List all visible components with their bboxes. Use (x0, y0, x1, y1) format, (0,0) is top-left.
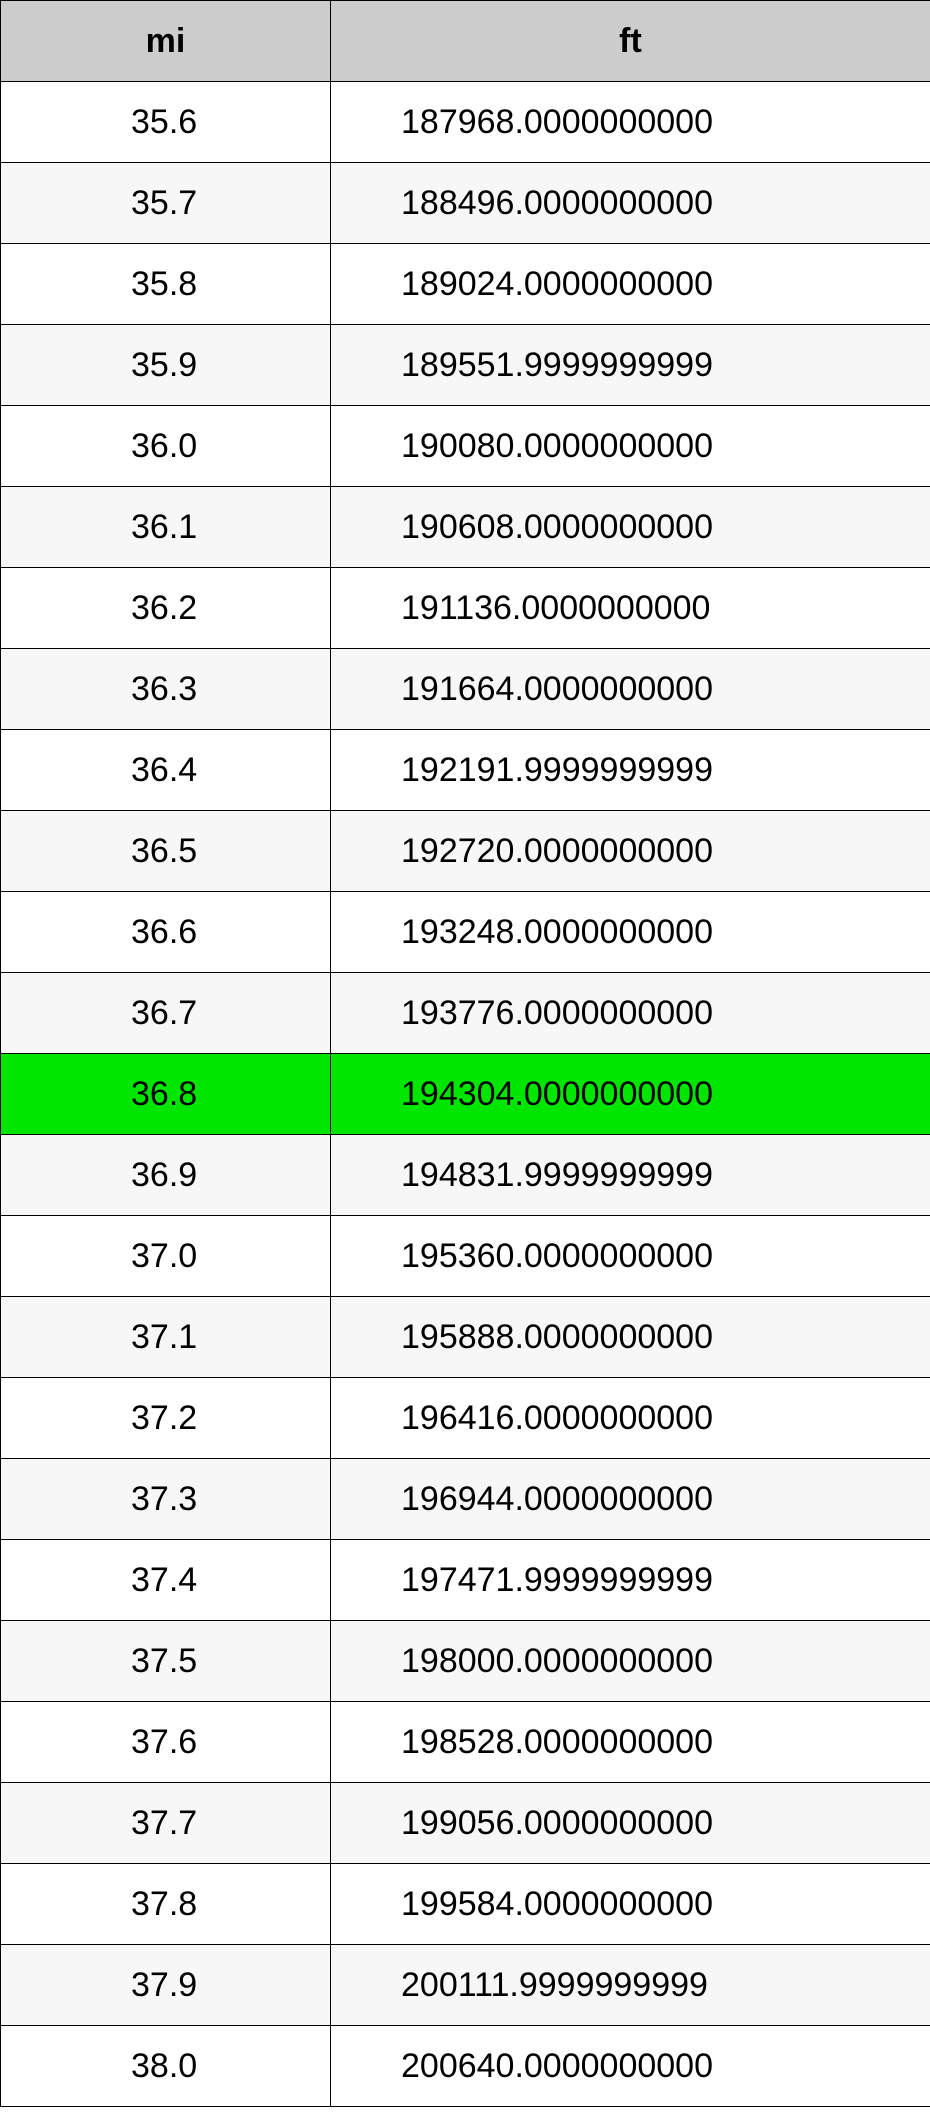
cell-mi: 38.0 (1, 2026, 331, 2107)
table-row: 36.0 190080.0000000000 (1, 406, 930, 487)
cell-mi: 37.8 (1, 1864, 331, 1945)
cell-ft: 192191.9999999999 (331, 730, 930, 811)
cell-ft: 189551.9999999999 (331, 325, 930, 406)
table-row-highlighted: 36.8 194304.0000000000 (1, 1054, 930, 1135)
cell-ft: 200640.0000000000 (331, 2026, 930, 2107)
cell-ft: 190080.0000000000 (331, 406, 930, 487)
cell-ft: 190608.0000000000 (331, 487, 930, 568)
table-row: 37.8 199584.0000000000 (1, 1864, 930, 1945)
cell-mi: 35.9 (1, 325, 331, 406)
cell-mi: 36.4 (1, 730, 331, 811)
cell-mi: 36.2 (1, 568, 331, 649)
cell-ft: 200111.9999999999 (331, 1945, 930, 2026)
cell-ft: 191664.0000000000 (331, 649, 930, 730)
cell-mi: 36.1 (1, 487, 331, 568)
table-row: 37.2 196416.0000000000 (1, 1378, 930, 1459)
cell-ft: 199056.0000000000 (331, 1783, 930, 1864)
table-row: 37.5 198000.0000000000 (1, 1621, 930, 1702)
table-row: 36.7 193776.0000000000 (1, 973, 930, 1054)
cell-ft: 195360.0000000000 (331, 1216, 930, 1297)
cell-mi: 36.6 (1, 892, 331, 973)
cell-ft: 189024.0000000000 (331, 244, 930, 325)
cell-mi: 37.1 (1, 1297, 331, 1378)
column-header-ft: ft (331, 1, 930, 82)
cell-mi: 36.3 (1, 649, 331, 730)
cell-ft: 198000.0000000000 (331, 1621, 930, 1702)
cell-ft: 188496.0000000000 (331, 163, 930, 244)
cell-mi: 36.7 (1, 973, 331, 1054)
cell-ft: 196416.0000000000 (331, 1378, 930, 1459)
cell-mi: 35.7 (1, 163, 331, 244)
table-row: 36.3 191664.0000000000 (1, 649, 930, 730)
cell-ft: 194304.0000000000 (331, 1054, 930, 1135)
cell-ft: 192720.0000000000 (331, 811, 930, 892)
table-row: 38.0 200640.0000000000 (1, 2026, 930, 2107)
cell-mi: 37.9 (1, 1945, 331, 2026)
table-header-row: mi ft (1, 1, 930, 82)
cell-mi: 37.7 (1, 1783, 331, 1864)
table-row: 35.7 188496.0000000000 (1, 163, 930, 244)
table-row: 37.4 197471.9999999999 (1, 1540, 930, 1621)
cell-mi: 35.6 (1, 82, 331, 163)
table-body: 35.6 187968.0000000000 35.7 188496.00000… (1, 82, 930, 2107)
table-row: 36.2 191136.0000000000 (1, 568, 930, 649)
table-row: 37.9 200111.9999999999 (1, 1945, 930, 2026)
cell-mi: 37.4 (1, 1540, 331, 1621)
table-row: 35.6 187968.0000000000 (1, 82, 930, 163)
table-row: 36.1 190608.0000000000 (1, 487, 930, 568)
conversion-table: mi ft 35.6 187968.0000000000 35.7 188496… (0, 0, 930, 2107)
table-row: 37.3 196944.0000000000 (1, 1459, 930, 1540)
cell-ft: 195888.0000000000 (331, 1297, 930, 1378)
table-row: 36.4 192191.9999999999 (1, 730, 930, 811)
cell-ft: 197471.9999999999 (331, 1540, 930, 1621)
table-row: 37.1 195888.0000000000 (1, 1297, 930, 1378)
cell-mi: 37.5 (1, 1621, 331, 1702)
table-row: 35.8 189024.0000000000 (1, 244, 930, 325)
cell-mi: 35.8 (1, 244, 331, 325)
cell-ft: 199584.0000000000 (331, 1864, 930, 1945)
table-row: 36.9 194831.9999999999 (1, 1135, 930, 1216)
table-row: 36.6 193248.0000000000 (1, 892, 930, 973)
cell-ft: 193248.0000000000 (331, 892, 930, 973)
column-header-mi: mi (1, 1, 331, 82)
conversion-table-container: mi ft 35.6 187968.0000000000 35.7 188496… (0, 0, 930, 2107)
cell-mi: 37.6 (1, 1702, 331, 1783)
table-row: 36.5 192720.0000000000 (1, 811, 930, 892)
table-row: 37.6 198528.0000000000 (1, 1702, 930, 1783)
cell-mi: 36.8 (1, 1054, 331, 1135)
table-row: 37.0 195360.0000000000 (1, 1216, 930, 1297)
cell-mi: 37.2 (1, 1378, 331, 1459)
table-row: 37.7 199056.0000000000 (1, 1783, 930, 1864)
table-row: 35.9 189551.9999999999 (1, 325, 930, 406)
cell-mi: 37.0 (1, 1216, 331, 1297)
cell-mi: 37.3 (1, 1459, 331, 1540)
cell-ft: 191136.0000000000 (331, 568, 930, 649)
cell-ft: 187968.0000000000 (331, 82, 930, 163)
cell-mi: 36.0 (1, 406, 331, 487)
cell-ft: 198528.0000000000 (331, 1702, 930, 1783)
cell-mi: 36.9 (1, 1135, 331, 1216)
cell-ft: 193776.0000000000 (331, 973, 930, 1054)
cell-mi: 36.5 (1, 811, 331, 892)
cell-ft: 194831.9999999999 (331, 1135, 930, 1216)
cell-ft: 196944.0000000000 (331, 1459, 930, 1540)
